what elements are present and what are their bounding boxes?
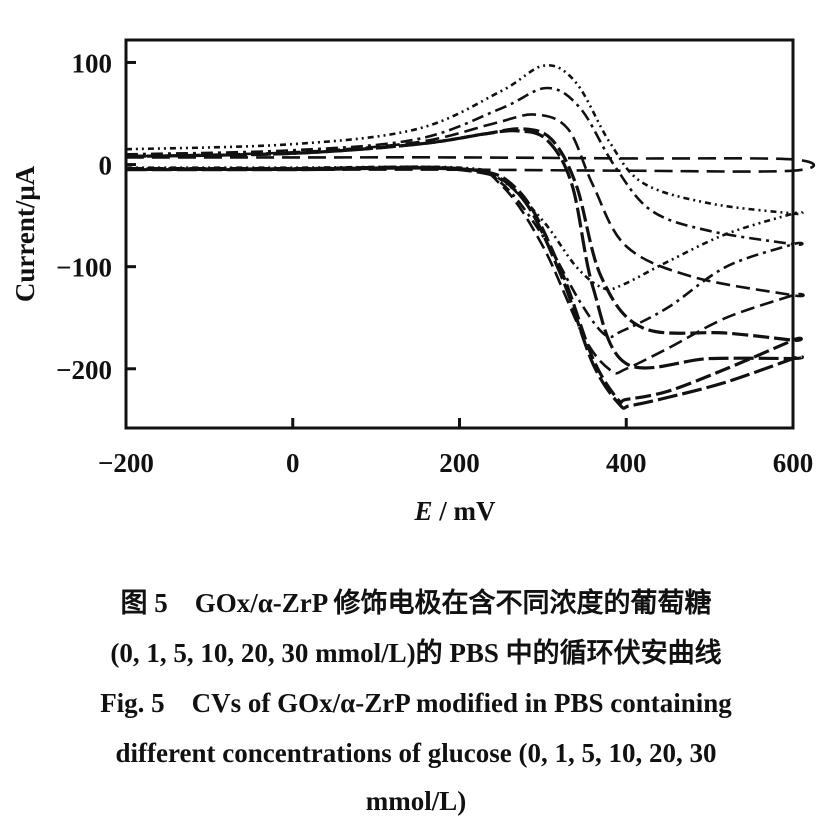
x-tick-label: 600 <box>773 448 814 478</box>
cv-curve-1-mmol-L <box>125 64 804 291</box>
y-tick-label: −100 <box>56 253 112 283</box>
x-axis-title: E / mV <box>413 496 496 526</box>
caption-en-line1: Fig. 5 CVs of GOx/α-ZrP modified in PBS … <box>100 688 732 718</box>
y-tick-label: 100 <box>72 48 113 78</box>
cv-curve-5-mmol-L <box>125 86 804 339</box>
plot-frame <box>124 38 795 430</box>
caption-en-line2: different concentrations of glucose (0, … <box>115 738 717 768</box>
x-tick-label: 0 <box>286 448 300 478</box>
cv-curve-10-mmol-L <box>125 113 805 375</box>
y-tick-label: 0 <box>99 151 113 181</box>
caption-zh-line2: (0, 1, 5, 10, 20, 30 mmol/L)的 PBS 中的循环伏安… <box>110 638 722 668</box>
caption-en-line3: mmol/L) <box>365 786 467 816</box>
cv-chart: −200 0 200 400 600 100 0 −100 −200 E / mV Curre… <box>10 38 816 526</box>
cv-curve-0-mmol-L <box>125 156 816 173</box>
y-axis-title: Current/μA <box>10 165 40 302</box>
x-tick-label: 400 <box>606 448 647 478</box>
x-tick-label: 200 <box>439 448 480 478</box>
y-axis: 100 0 −100 −200 <box>56 48 136 385</box>
x-axis: −200 0 200 400 600 <box>98 418 813 478</box>
cv-curve-30-mmol-L <box>125 129 804 410</box>
x-tick-label: −200 <box>98 448 154 478</box>
curves <box>125 64 816 410</box>
caption-zh-line1: 图 5 GOx/α-ZrP 修饰电极在含不同浓度的葡萄糖 <box>120 588 712 618</box>
y-tick-label: −200 <box>56 355 112 385</box>
